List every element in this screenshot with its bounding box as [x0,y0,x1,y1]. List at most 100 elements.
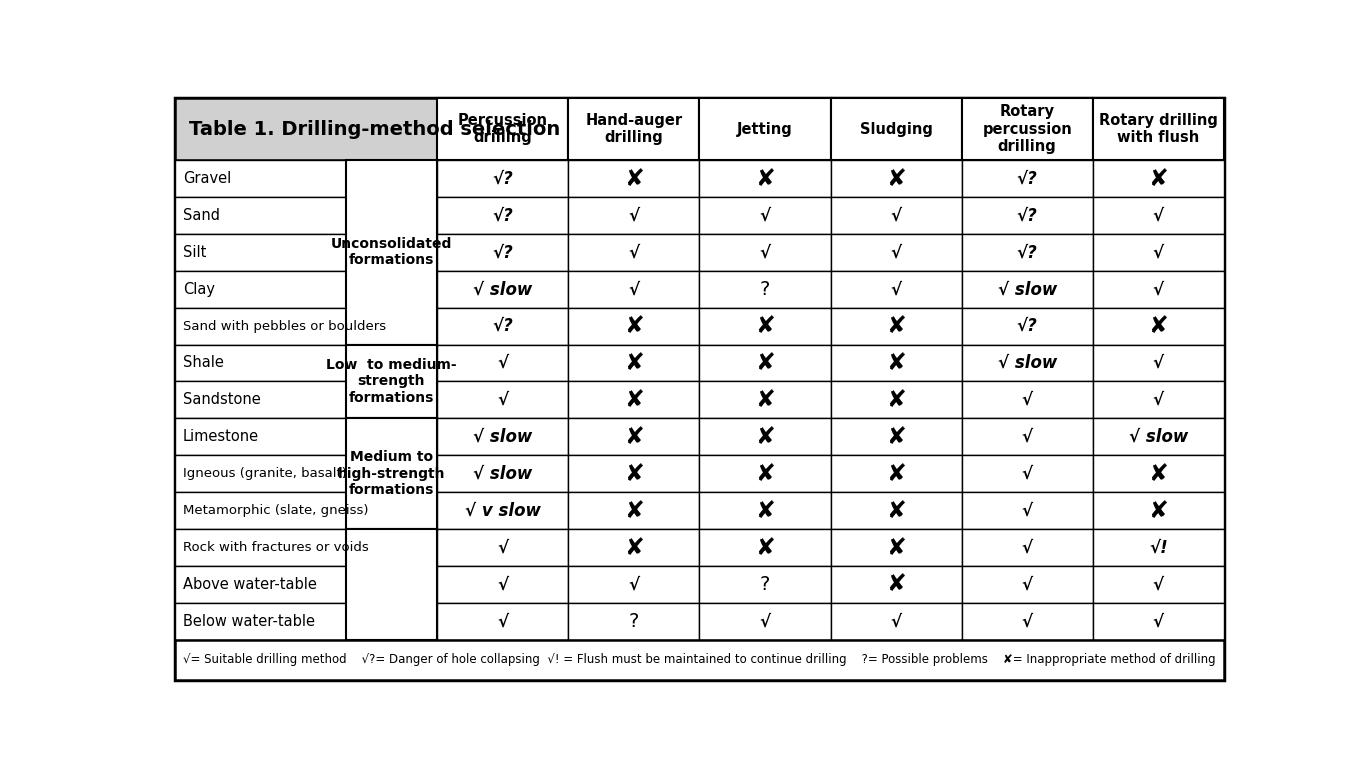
Text: √ slow: √ slow [474,280,532,298]
Text: Unconsolidated
formations: Unconsolidated formations [330,237,452,268]
Bar [961,529,1093,566]
Text: √: √ [890,280,902,298]
Bar [568,603,699,640]
Text: ✘: ✘ [624,535,644,560]
Bar [345,418,437,529]
Text: Clay: Clay [183,281,216,297]
Bar [345,529,437,640]
Text: Hand-auger
drilling: Hand-auger drilling [586,113,682,145]
Bar [830,529,961,566]
Bar [568,455,699,492]
Bar [830,345,961,381]
Text: √: √ [1152,612,1164,631]
Bar [345,381,437,418]
Bar [437,566,568,603]
Text: ✘: ✘ [886,314,906,338]
Bar [1093,98,1224,160]
Bar [345,345,437,381]
Bar [830,234,961,271]
Bar [1093,418,1224,455]
Text: √: √ [1152,354,1164,372]
Text: ?: ? [629,612,639,631]
Bar [175,566,345,603]
Bar [437,603,568,640]
Bar [175,455,345,492]
Text: ✘: ✘ [755,388,775,412]
Bar [568,234,699,271]
Text: ✘: ✘ [624,498,644,523]
Text: √?: √? [1017,243,1037,261]
Bar [345,566,437,603]
Bar [345,492,437,529]
Bar [437,381,568,418]
Bar [437,418,568,455]
Text: √ slow: √ slow [474,428,532,446]
Bar [699,160,830,197]
Bar [175,603,345,640]
Text: Jetting: Jetting [737,122,793,137]
Bar [961,566,1093,603]
Bar [1093,566,1224,603]
Text: √: √ [1152,391,1164,409]
Bar [961,197,1093,234]
Text: √: √ [890,243,902,261]
Text: Low  to medium-
strength
formations: Low to medium- strength formations [326,358,457,404]
Bar [961,418,1093,455]
Text: √: √ [628,243,639,261]
Bar [961,160,1093,197]
Bar [345,160,437,197]
Bar [568,529,699,566]
Bar [175,308,345,345]
Bar [961,492,1093,529]
Text: √: √ [1021,428,1033,446]
Bar [699,566,830,603]
Bar [345,271,437,308]
Bar [437,271,568,308]
Bar [961,455,1093,492]
Bar [437,98,568,160]
Text: √: √ [1021,612,1033,631]
Bar [1093,345,1224,381]
Bar [345,603,437,640]
Bar [568,197,699,234]
Text: ✘: ✘ [886,461,906,486]
Text: √: √ [759,206,771,225]
Bar [175,418,345,455]
Bar [961,381,1093,418]
Text: ✘: ✘ [755,314,775,338]
Text: √?: √? [493,243,513,261]
Bar [437,234,568,271]
Text: Above water-table: Above water-table [183,577,317,592]
Text: ✘: ✘ [755,461,775,486]
Bar [345,418,437,455]
Text: Rotary drilling
with flush: Rotary drilling with flush [1099,113,1218,145]
Text: ✘: ✘ [1148,498,1168,523]
Text: ✘: ✘ [624,424,644,449]
Bar [437,308,568,345]
Text: Sand: Sand [183,208,220,223]
Text: Rotary
percussion
drilling: Rotary percussion drilling [983,105,1072,154]
Bar [437,160,568,197]
Text: Shale: Shale [183,355,224,371]
Text: Rock with fractures or voids: Rock with fractures or voids [183,541,369,554]
Bar [830,271,961,308]
Bar [830,308,961,345]
Bar [830,492,961,529]
Bar [437,529,568,566]
Bar [175,234,345,271]
Bar [699,603,830,640]
Bar [699,234,830,271]
Bar [175,640,1224,680]
Bar [1093,308,1224,345]
Bar [1093,271,1224,308]
Text: Sandstone: Sandstone [183,392,261,408]
Text: √: √ [497,612,508,631]
Text: √: √ [1021,501,1033,520]
Bar [345,345,437,418]
Bar [568,566,699,603]
Bar [699,492,830,529]
Text: ?: ? [760,575,770,594]
Text: √: √ [1021,538,1033,557]
Bar [568,98,699,160]
Text: Metamorphic (slate, gneiss): Metamorphic (slate, gneiss) [183,504,369,517]
